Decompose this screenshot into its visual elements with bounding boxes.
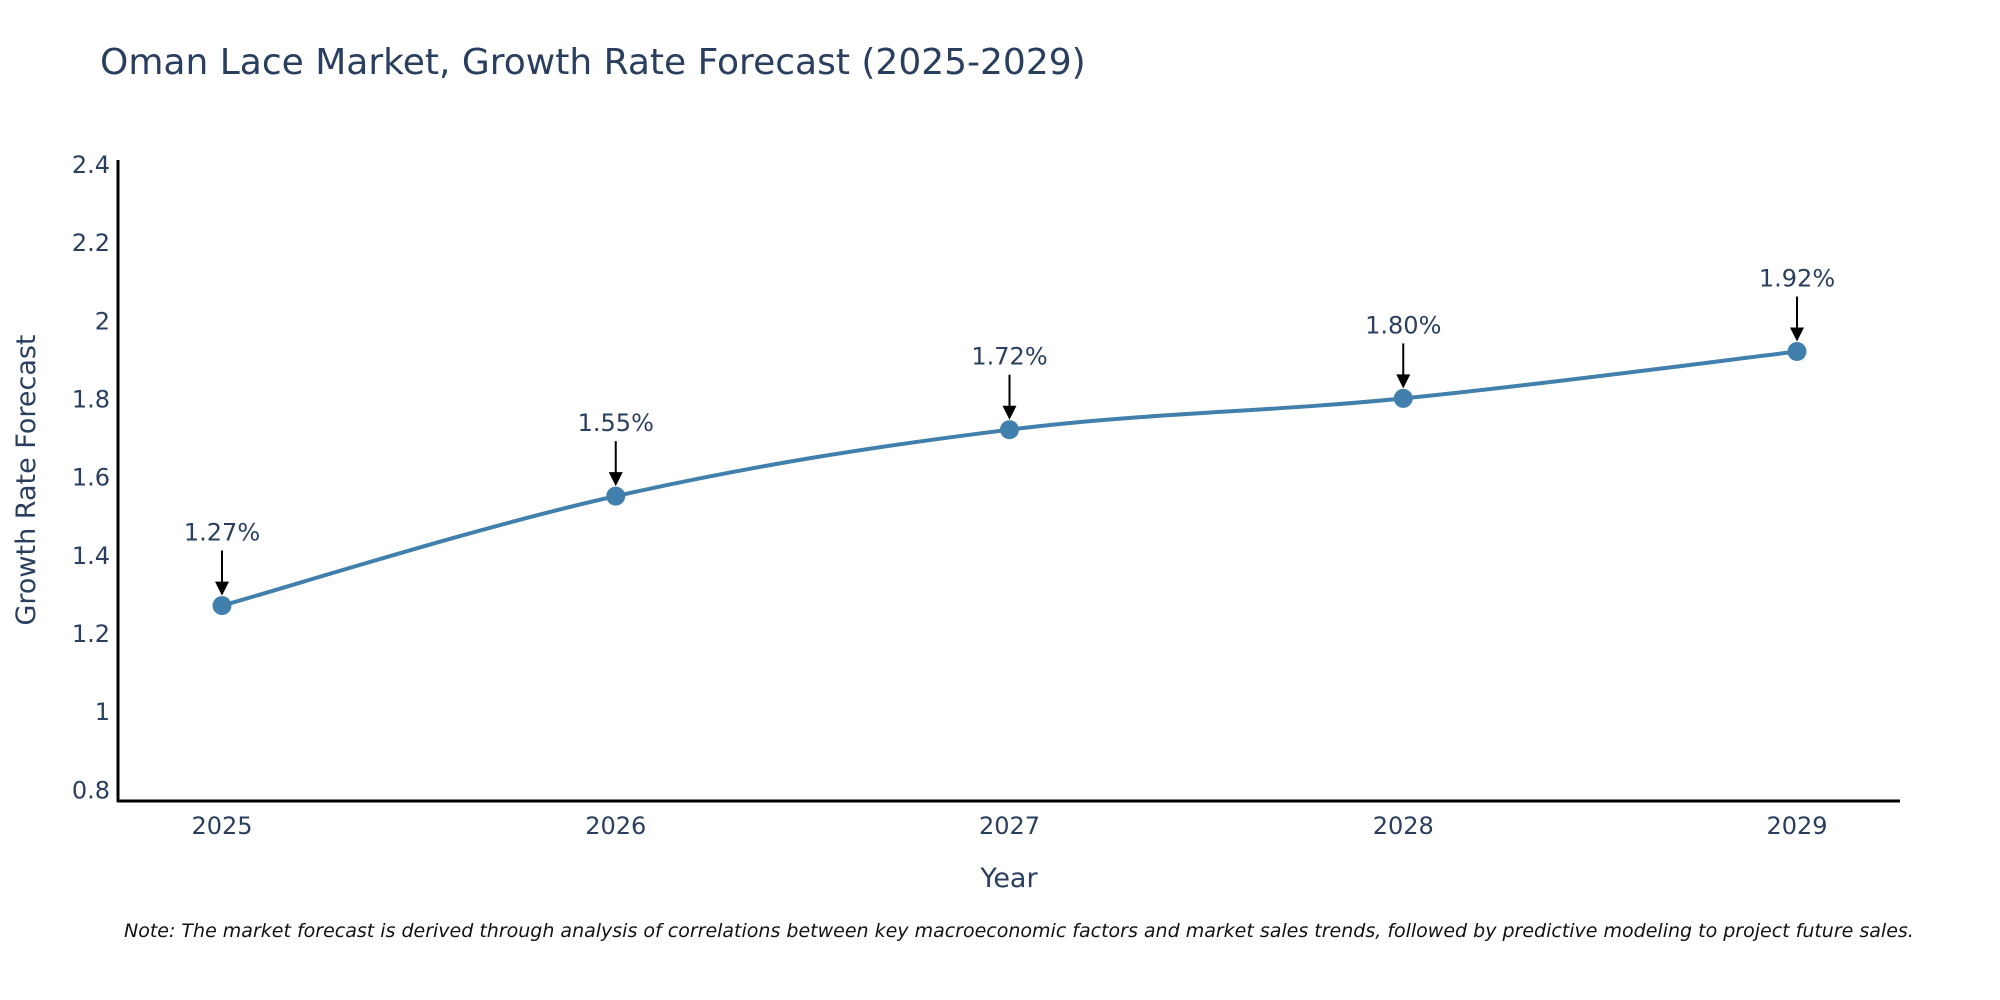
data-label: 1.92% bbox=[1759, 265, 1835, 293]
data-label: 1.80% bbox=[1365, 311, 1441, 339]
x-tick-label: 2029 bbox=[1766, 812, 1827, 840]
x-tick-label: 2028 bbox=[1373, 812, 1434, 840]
annotation-arrow-head bbox=[215, 581, 229, 596]
annotation-arrow-head bbox=[1002, 405, 1017, 420]
data-point-marker bbox=[606, 486, 626, 506]
data-point-marker bbox=[1000, 420, 1019, 440]
y-tick-label: 1 bbox=[95, 698, 110, 726]
y-axis-ticks: 0.8 1 1.2 1.4 1.6 1.8 2 2.2 2.4 bbox=[72, 151, 110, 804]
data-markers bbox=[212, 342, 1807, 616]
y-tick-label: 1.4 bbox=[72, 542, 110, 570]
data-label: 1.27% bbox=[184, 519, 260, 547]
data-label-annotations: 1.27% 1.55% 1.72% 1.80% 1.92% bbox=[184, 265, 1835, 596]
y-tick-label: 1.6 bbox=[72, 464, 110, 492]
annotation-arrow-head bbox=[1790, 327, 1804, 342]
data-point-marker bbox=[212, 596, 232, 616]
data-point-marker bbox=[1787, 342, 1807, 362]
x-tick-label: 2027 bbox=[979, 812, 1040, 840]
annotation-arrow-head bbox=[1396, 374, 1411, 389]
x-tick-label: 2026 bbox=[585, 812, 646, 840]
y-tick-label: 2.4 bbox=[72, 151, 110, 179]
annotation-arrow-head bbox=[608, 472, 623, 487]
data-label: 1.72% bbox=[971, 343, 1047, 371]
y-tick-label: 2.2 bbox=[72, 229, 110, 257]
footnote: Note: The market forecast is derived thr… bbox=[124, 920, 1914, 942]
y-axis-title: Growth Rate Forecast bbox=[11, 334, 42, 625]
data-label: 1.55% bbox=[578, 409, 654, 437]
data-point-marker bbox=[1393, 388, 1413, 408]
y-tick-label: 0.8 bbox=[72, 776, 110, 804]
y-tick-label: 1.8 bbox=[72, 385, 110, 413]
y-tick-label: 2 bbox=[95, 307, 110, 335]
chart-title: Oman Lace Market, Growth Rate Forecast (… bbox=[100, 42, 1086, 83]
y-tick-label: 1.2 bbox=[72, 620, 110, 648]
x-axis-title: Year bbox=[979, 863, 1038, 894]
x-tick-label: 2025 bbox=[191, 812, 252, 840]
x-axis-ticks: 2025 2026 2027 2028 2029 bbox=[191, 812, 1827, 840]
